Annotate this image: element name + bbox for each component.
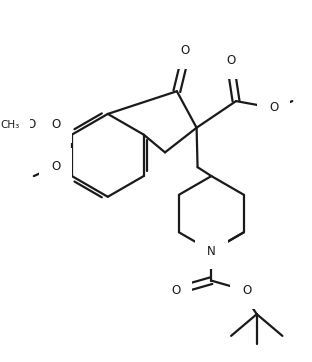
Text: O: O — [269, 101, 278, 114]
Text: O: O — [51, 160, 60, 173]
Text: O: O — [242, 284, 251, 297]
Text: O: O — [51, 118, 60, 131]
Text: O: O — [171, 284, 181, 297]
Text: O: O — [227, 54, 236, 67]
Text: O: O — [180, 44, 189, 57]
Text: CH₃: CH₃ — [1, 120, 20, 130]
Text: O: O — [26, 118, 36, 131]
Text: N: N — [207, 245, 216, 257]
